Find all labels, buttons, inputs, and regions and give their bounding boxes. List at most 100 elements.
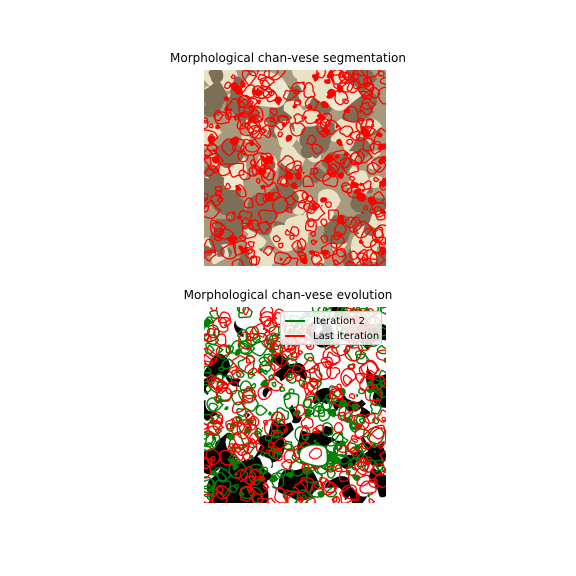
texture-blob xyxy=(257,73,268,82)
texture-blob xyxy=(257,364,276,382)
texture-blob xyxy=(356,474,372,487)
texture-blob xyxy=(341,484,358,501)
legend-label: Iteration 2 xyxy=(313,315,365,327)
texture-blob xyxy=(373,127,386,146)
texture-blob xyxy=(280,145,306,170)
texture-blob xyxy=(204,333,210,341)
texture-blob xyxy=(207,483,211,487)
texture-blob xyxy=(313,360,332,380)
texture-blob xyxy=(236,422,252,440)
texture-blob xyxy=(263,155,274,165)
texture-blob xyxy=(262,419,269,426)
texture-blob xyxy=(306,134,318,146)
texture-blob xyxy=(346,434,364,454)
texture-blob xyxy=(277,155,296,173)
texture-blob xyxy=(353,413,370,431)
texture-blob xyxy=(281,458,293,470)
texture-blob xyxy=(216,485,224,494)
texture-blob xyxy=(248,124,261,139)
texture-blob xyxy=(346,400,361,413)
texture-blob xyxy=(239,465,257,486)
texture-blob xyxy=(334,90,349,106)
texture-blob xyxy=(221,358,234,370)
texture-blob xyxy=(366,70,380,78)
texture-blob xyxy=(294,172,302,181)
texture-blob xyxy=(256,99,262,105)
texture-blob xyxy=(223,96,229,102)
texture-blob xyxy=(320,101,329,109)
texture-blob xyxy=(282,89,298,101)
texture-blob xyxy=(299,257,308,265)
texture-blob xyxy=(286,206,293,213)
texture-blob xyxy=(321,204,323,207)
texture-blob xyxy=(249,340,268,357)
texture-blob xyxy=(262,369,268,376)
texture-blob xyxy=(210,307,218,312)
texture-blob xyxy=(204,80,229,114)
texture-blob xyxy=(320,234,329,244)
texture-blob xyxy=(373,176,380,183)
texture-blob xyxy=(314,240,318,243)
legend-swatch-red xyxy=(285,335,305,337)
texture-blob xyxy=(359,182,364,186)
texture-blob xyxy=(204,432,217,448)
texture-blob xyxy=(214,185,223,193)
texture-blob xyxy=(241,217,254,230)
texture-blob xyxy=(274,120,300,150)
texture-blob xyxy=(204,205,210,213)
texture-blob xyxy=(338,444,350,453)
texture-blob xyxy=(356,256,373,266)
texture-blob xyxy=(321,137,330,147)
texture-blob xyxy=(217,196,224,203)
texture-blob xyxy=(255,442,265,453)
texture-blob xyxy=(305,390,319,403)
texture-blob xyxy=(342,98,350,105)
texture-blob xyxy=(379,76,386,86)
texture-blob xyxy=(286,491,303,503)
texture-blob xyxy=(293,99,302,106)
texture-blob xyxy=(369,238,381,255)
texture-blob xyxy=(214,233,223,242)
texture-blob xyxy=(362,257,378,266)
texture-blob xyxy=(314,118,319,124)
texture-blob xyxy=(343,72,353,81)
texture-blob xyxy=(219,449,235,466)
texture-blob xyxy=(310,254,323,266)
texture-blob xyxy=(373,450,377,453)
texture-blob xyxy=(263,419,279,437)
texture-blob xyxy=(339,486,361,503)
texture-blob xyxy=(363,205,369,211)
texture-blob xyxy=(373,470,386,489)
texture-blob xyxy=(311,73,319,82)
texture-blob xyxy=(326,452,336,462)
texture-blob xyxy=(240,247,248,254)
texture-blob xyxy=(244,423,260,445)
texture-blob xyxy=(236,215,243,220)
texture-blob xyxy=(303,395,321,409)
texture-blob xyxy=(249,140,255,147)
texture-blob xyxy=(358,239,364,244)
texture-blob xyxy=(339,440,346,446)
texture-blob xyxy=(204,464,212,479)
texture-blob xyxy=(231,258,244,266)
texture-blob xyxy=(355,118,375,135)
texture-blob xyxy=(248,438,257,449)
texture-blob xyxy=(219,316,232,329)
texture-blob xyxy=(231,136,246,152)
texture-blob xyxy=(289,122,307,137)
texture-blob xyxy=(362,456,372,466)
texture-blob xyxy=(267,441,275,448)
texture-blob xyxy=(258,356,272,367)
texture-blob xyxy=(298,444,329,467)
texture-blob xyxy=(362,180,372,191)
texture-blob xyxy=(231,462,240,471)
texture-blob xyxy=(228,457,237,465)
segmentation-overlay-svg xyxy=(204,70,386,266)
texture-blob xyxy=(294,374,302,382)
texture-blob xyxy=(249,432,259,444)
texture-blob xyxy=(377,143,386,151)
texture-blob xyxy=(377,409,386,423)
texture-blob xyxy=(313,251,320,257)
texture-blob xyxy=(247,240,255,248)
texture-blob xyxy=(372,224,386,244)
